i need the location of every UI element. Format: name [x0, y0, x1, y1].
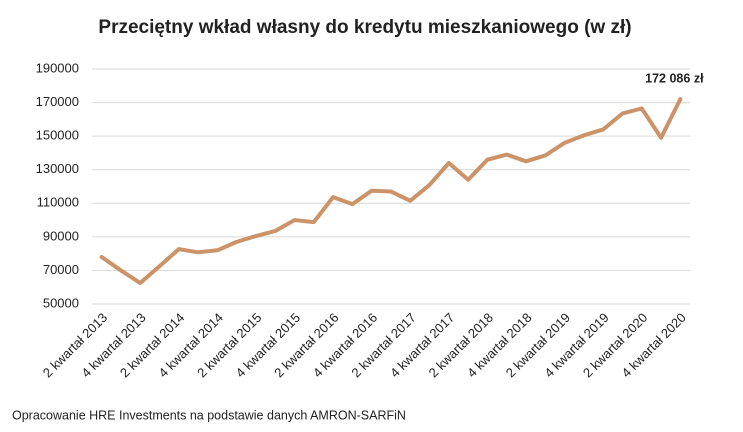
y-tick-label: 150000: [36, 128, 79, 143]
y-tick-label: 130000: [36, 161, 79, 176]
y-tick-label: 110000: [37, 195, 79, 210]
x-tick-label: 2 kwartał 2013: [40, 310, 110, 380]
chart-title: Przeciętny wkład własny do kredytu miesz…: [98, 17, 631, 38]
y-tick-label: 170000: [36, 94, 79, 109]
y-tick-label: 90000: [43, 228, 79, 243]
source-note: Opracowanie HRE Investments na podstawie…: [12, 408, 406, 422]
y-tick-label: 70000: [43, 262, 79, 277]
y-tick-label: 190000: [36, 60, 79, 75]
data-line: [99, 97, 683, 286]
y-tick-label: 50000: [43, 295, 79, 310]
data-label: 172 086 zł: [645, 71, 704, 85]
